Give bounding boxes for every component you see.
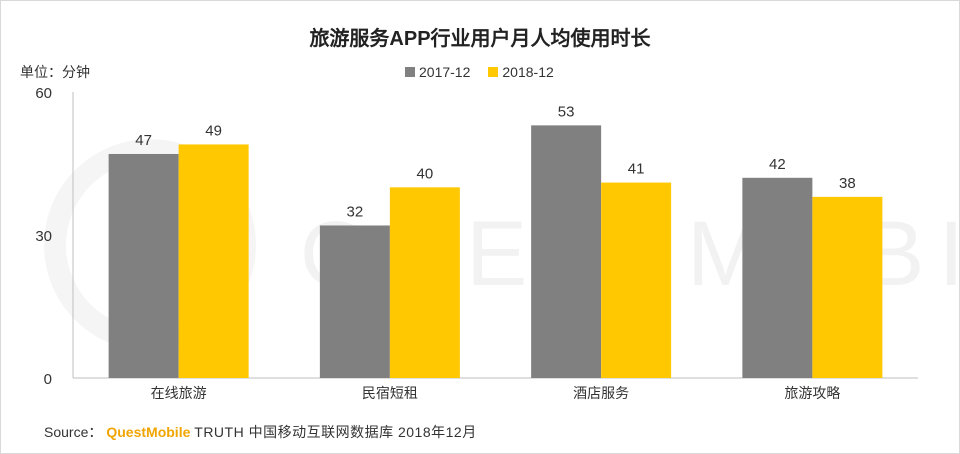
unit-label: 单位：分钟: [20, 64, 90, 80]
source-prefix: Source：: [44, 424, 103, 440]
legend-label-2017: 2017-12: [419, 64, 471, 80]
bar: [319, 225, 390, 378]
bar-value-label: 32: [347, 203, 364, 220]
legend-swatch-2018: [488, 67, 499, 77]
bar-value-label: 42: [769, 156, 786, 173]
x-category-label: 民宿短租: [362, 385, 418, 401]
chart-title: 旅游服务APP行业用户月人均使用时长: [309, 28, 651, 50]
legend-swatch-2017: [405, 67, 415, 77]
y-tick-label: 0: [44, 371, 52, 388]
bar: [108, 153, 179, 378]
bar-value-label: 38: [839, 175, 856, 192]
y-tick-label: 30: [35, 228, 52, 245]
bar: [178, 144, 249, 378]
legend: 2017-12 2018-12: [405, 64, 554, 80]
bar: [389, 187, 460, 378]
bar: [601, 182, 672, 378]
legend-label-2018: 2018-12: [502, 64, 554, 80]
source-text: TRUTH 中国移动互联网数据库 2018年12月: [194, 424, 477, 440]
bar: [812, 196, 883, 378]
bar-value-label: 47: [135, 132, 152, 149]
y-tick-label: 60: [35, 85, 52, 102]
bar-value-label: 49: [205, 122, 222, 139]
x-category-label: 酒店服务: [573, 385, 629, 401]
legend-item-2018: 2018-12: [488, 64, 554, 80]
x-category-label: 旅游攻略: [784, 385, 840, 401]
source-brand: QuestMobile: [106, 424, 191, 440]
bar-value-label: 41: [628, 161, 645, 178]
bar: [742, 177, 813, 378]
legend-item-2017: 2017-12: [405, 64, 470, 80]
bar: [531, 125, 602, 378]
bar-value-label: 40: [417, 165, 434, 182]
source-line: Source： QuestMobile TRUTH 中国移动互联网数据库 2018…: [44, 422, 477, 442]
x-category-label: 在线旅游: [151, 385, 207, 401]
bar-value-label: 53: [558, 103, 575, 120]
